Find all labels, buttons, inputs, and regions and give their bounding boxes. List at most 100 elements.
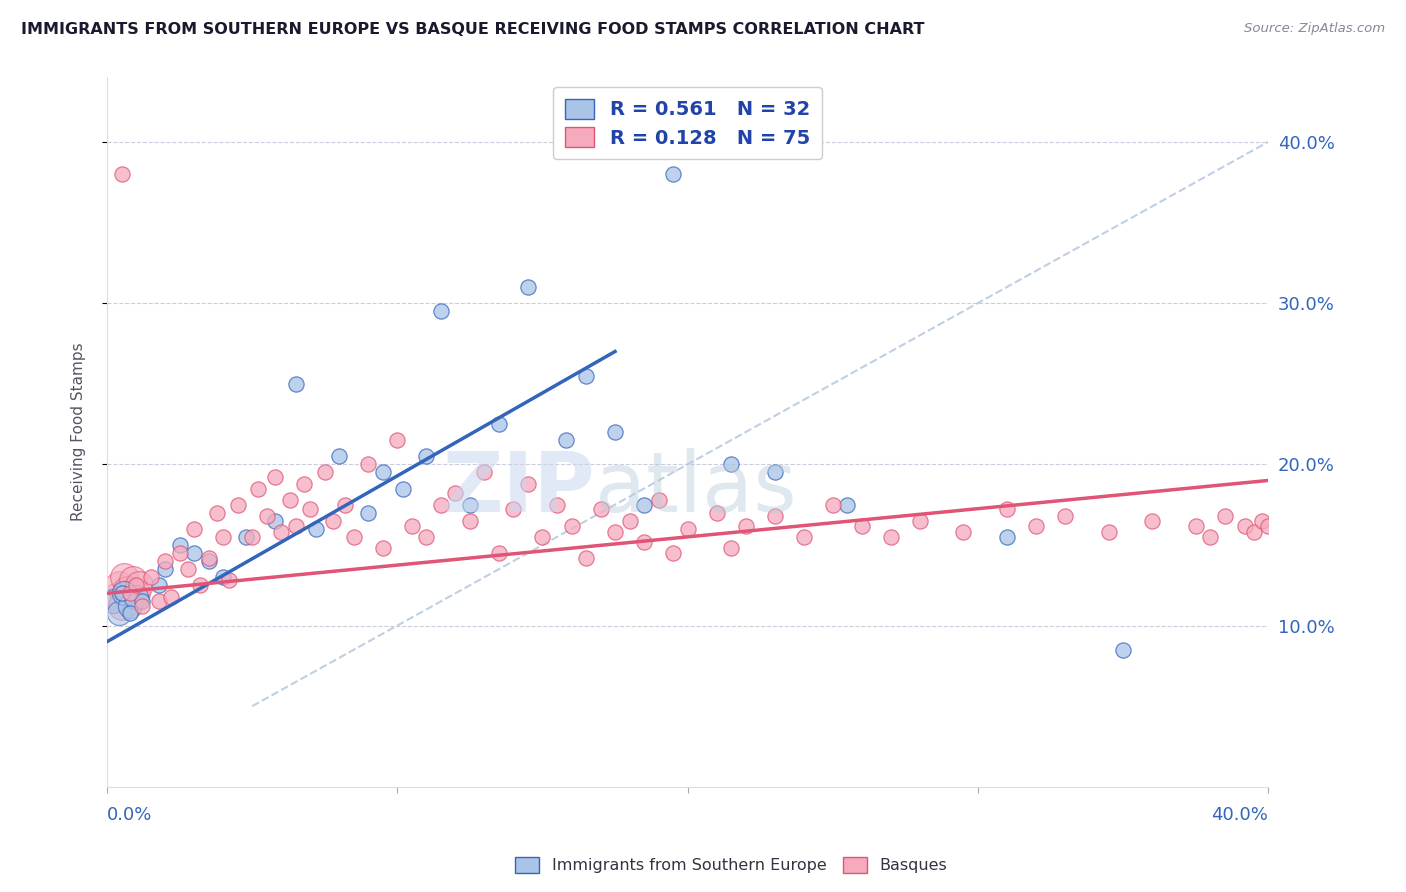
- Point: [110, 586, 132, 600]
- Point: [278, 492, 301, 507]
- Point: [357, 458, 380, 472]
- Point: [1140, 514, 1163, 528]
- Point: [821, 498, 844, 512]
- Point: [371, 541, 394, 556]
- Point: [148, 594, 170, 608]
- Point: [107, 606, 129, 620]
- Point: [160, 590, 183, 604]
- Point: [104, 590, 127, 604]
- Point: [247, 482, 270, 496]
- Point: [1199, 530, 1222, 544]
- Point: [212, 570, 235, 584]
- Point: [207, 506, 229, 520]
- Point: [392, 482, 415, 496]
- Point: [294, 476, 316, 491]
- Point: [114, 570, 136, 584]
- Point: [430, 498, 453, 512]
- Point: [952, 524, 974, 539]
- Point: [131, 594, 153, 608]
- Point: [474, 466, 496, 480]
- Point: [357, 506, 380, 520]
- Point: [603, 524, 626, 539]
- Point: [880, 530, 903, 544]
- Point: [212, 530, 235, 544]
- Point: [148, 578, 170, 592]
- Point: [502, 502, 524, 516]
- Point: [415, 450, 437, 464]
- Point: [517, 280, 540, 294]
- Point: [720, 541, 742, 556]
- Point: [1184, 518, 1206, 533]
- Point: [343, 530, 366, 544]
- Text: atlas: atlas: [595, 449, 796, 529]
- Point: [328, 450, 350, 464]
- Point: [131, 599, 153, 614]
- Point: [270, 524, 292, 539]
- Point: [458, 514, 481, 528]
- Point: [153, 554, 176, 568]
- Point: [128, 578, 150, 592]
- Point: [284, 518, 307, 533]
- Point: [114, 586, 136, 600]
- Point: [793, 530, 815, 544]
- Point: [371, 466, 394, 480]
- Point: [401, 518, 423, 533]
- Point: [218, 574, 240, 588]
- Point: [720, 458, 742, 472]
- Point: [110, 599, 132, 614]
- Point: [995, 502, 1018, 516]
- Point: [531, 530, 554, 544]
- Point: [322, 514, 344, 528]
- Text: 40.0%: 40.0%: [1212, 806, 1268, 824]
- Text: Source: ZipAtlas.com: Source: ZipAtlas.com: [1244, 22, 1385, 36]
- Point: [333, 498, 356, 512]
- Point: [117, 583, 139, 598]
- Text: ZIP: ZIP: [443, 449, 595, 529]
- Point: [995, 530, 1018, 544]
- Point: [125, 590, 148, 604]
- Point: [458, 498, 481, 512]
- Point: [120, 606, 142, 620]
- Point: [153, 562, 176, 576]
- Point: [589, 502, 612, 516]
- Point: [1213, 508, 1236, 523]
- Point: [284, 376, 307, 391]
- Point: [183, 546, 205, 560]
- Legend: Immigrants from Southern Europe, Basques: Immigrants from Southern Europe, Basques: [509, 850, 953, 880]
- Point: [1251, 514, 1274, 528]
- Text: 0.0%: 0.0%: [107, 806, 152, 824]
- Point: [415, 530, 437, 544]
- Point: [763, 508, 786, 523]
- Point: [1233, 518, 1256, 533]
- Point: [1053, 508, 1076, 523]
- Point: [444, 486, 467, 500]
- Point: [908, 514, 931, 528]
- Point: [122, 574, 145, 588]
- Point: [305, 522, 328, 536]
- Point: [226, 498, 249, 512]
- Point: [1025, 518, 1047, 533]
- Point: [125, 586, 148, 600]
- Point: [177, 562, 200, 576]
- Point: [430, 304, 453, 318]
- Point: [188, 578, 211, 592]
- Point: [120, 594, 142, 608]
- Point: [139, 570, 162, 584]
- Point: [851, 518, 873, 533]
- Point: [169, 538, 191, 552]
- Point: [603, 425, 626, 439]
- Point: [314, 466, 336, 480]
- Point: [110, 167, 132, 181]
- Point: [264, 470, 287, 484]
- Point: [120, 586, 142, 600]
- Point: [546, 498, 568, 512]
- Legend: R = 0.561   N = 32, R = 0.128   N = 75: R = 0.561 N = 32, R = 0.128 N = 75: [554, 87, 821, 160]
- Y-axis label: Receiving Food Stamps: Receiving Food Stamps: [72, 343, 86, 522]
- Point: [560, 518, 582, 533]
- Point: [554, 433, 576, 447]
- Point: [107, 578, 129, 592]
- Point: [1112, 642, 1135, 657]
- Point: [734, 518, 756, 533]
- Point: [662, 546, 685, 560]
- Point: [1243, 524, 1265, 539]
